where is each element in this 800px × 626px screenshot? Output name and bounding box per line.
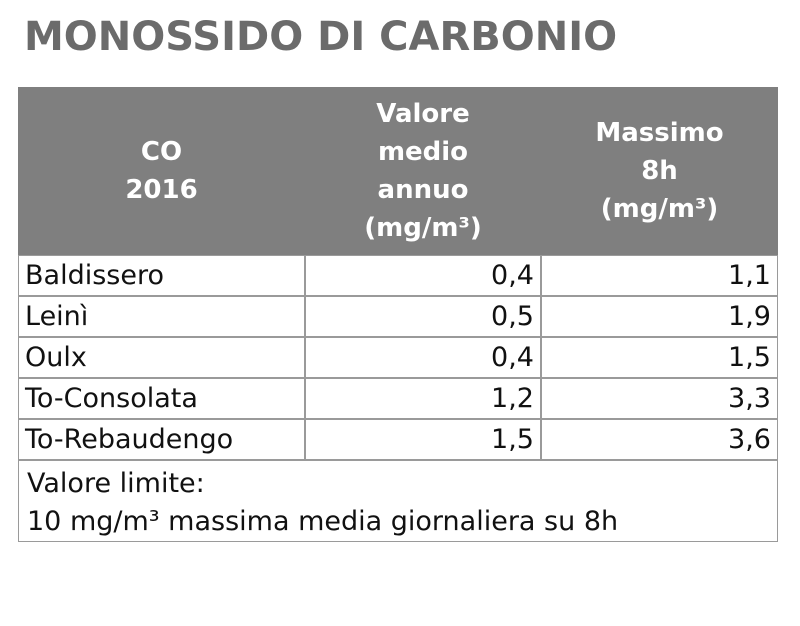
header-line: Valore	[376, 99, 470, 129]
header-line: 8h	[641, 156, 678, 186]
value-cell: 0,4	[305, 255, 541, 296]
value-cell: 1,5	[541, 337, 778, 378]
value-cell: 3,3	[541, 378, 778, 419]
station-cell: Oulx	[18, 337, 305, 378]
header-line: (mg/m³)	[600, 194, 719, 224]
station-cell: To-Rebaudengo	[18, 419, 305, 460]
header-line: Massimo	[595, 118, 724, 148]
header-line: (mg/m³)	[364, 213, 482, 243]
footer-cell: Valore limite: 10 mg/m³ massima media gio…	[18, 460, 778, 542]
value-cell: 1,9	[541, 296, 778, 337]
value-cell: 1,5	[305, 419, 541, 460]
header-line: medio	[377, 137, 469, 167]
header-cell: Valore medio annuo (mg/m³)	[305, 87, 541, 255]
value-cell: 1,2	[305, 378, 541, 419]
title: MONOSSIDO DI CARBONIO	[24, 14, 618, 60]
table: CO 2016 Valore medio annuo (mg/m³) Massimo 8h (m…	[18, 87, 778, 542]
footer-line: Valore limite:	[27, 468, 205, 499]
value-cell: 3,6	[541, 419, 778, 460]
value-cell: 0,4	[305, 337, 541, 378]
value-cell: 1,1	[541, 255, 778, 296]
station-cell: Baldissero	[18, 255, 305, 296]
header-cell: Massimo 8h (mg/m³)	[541, 87, 778, 255]
station-cell: To-Consolata	[18, 378, 305, 419]
header-line: annuo	[377, 175, 469, 205]
header-cell: CO 2016	[18, 87, 305, 255]
station-cell: Leinì	[18, 296, 305, 337]
value-cell: 0,5	[305, 296, 541, 337]
footer-line: 10 mg/m³ massima media giornaliera su 8h	[27, 506, 619, 537]
header-line: CO	[140, 137, 183, 167]
header-line: 2016	[125, 175, 198, 205]
